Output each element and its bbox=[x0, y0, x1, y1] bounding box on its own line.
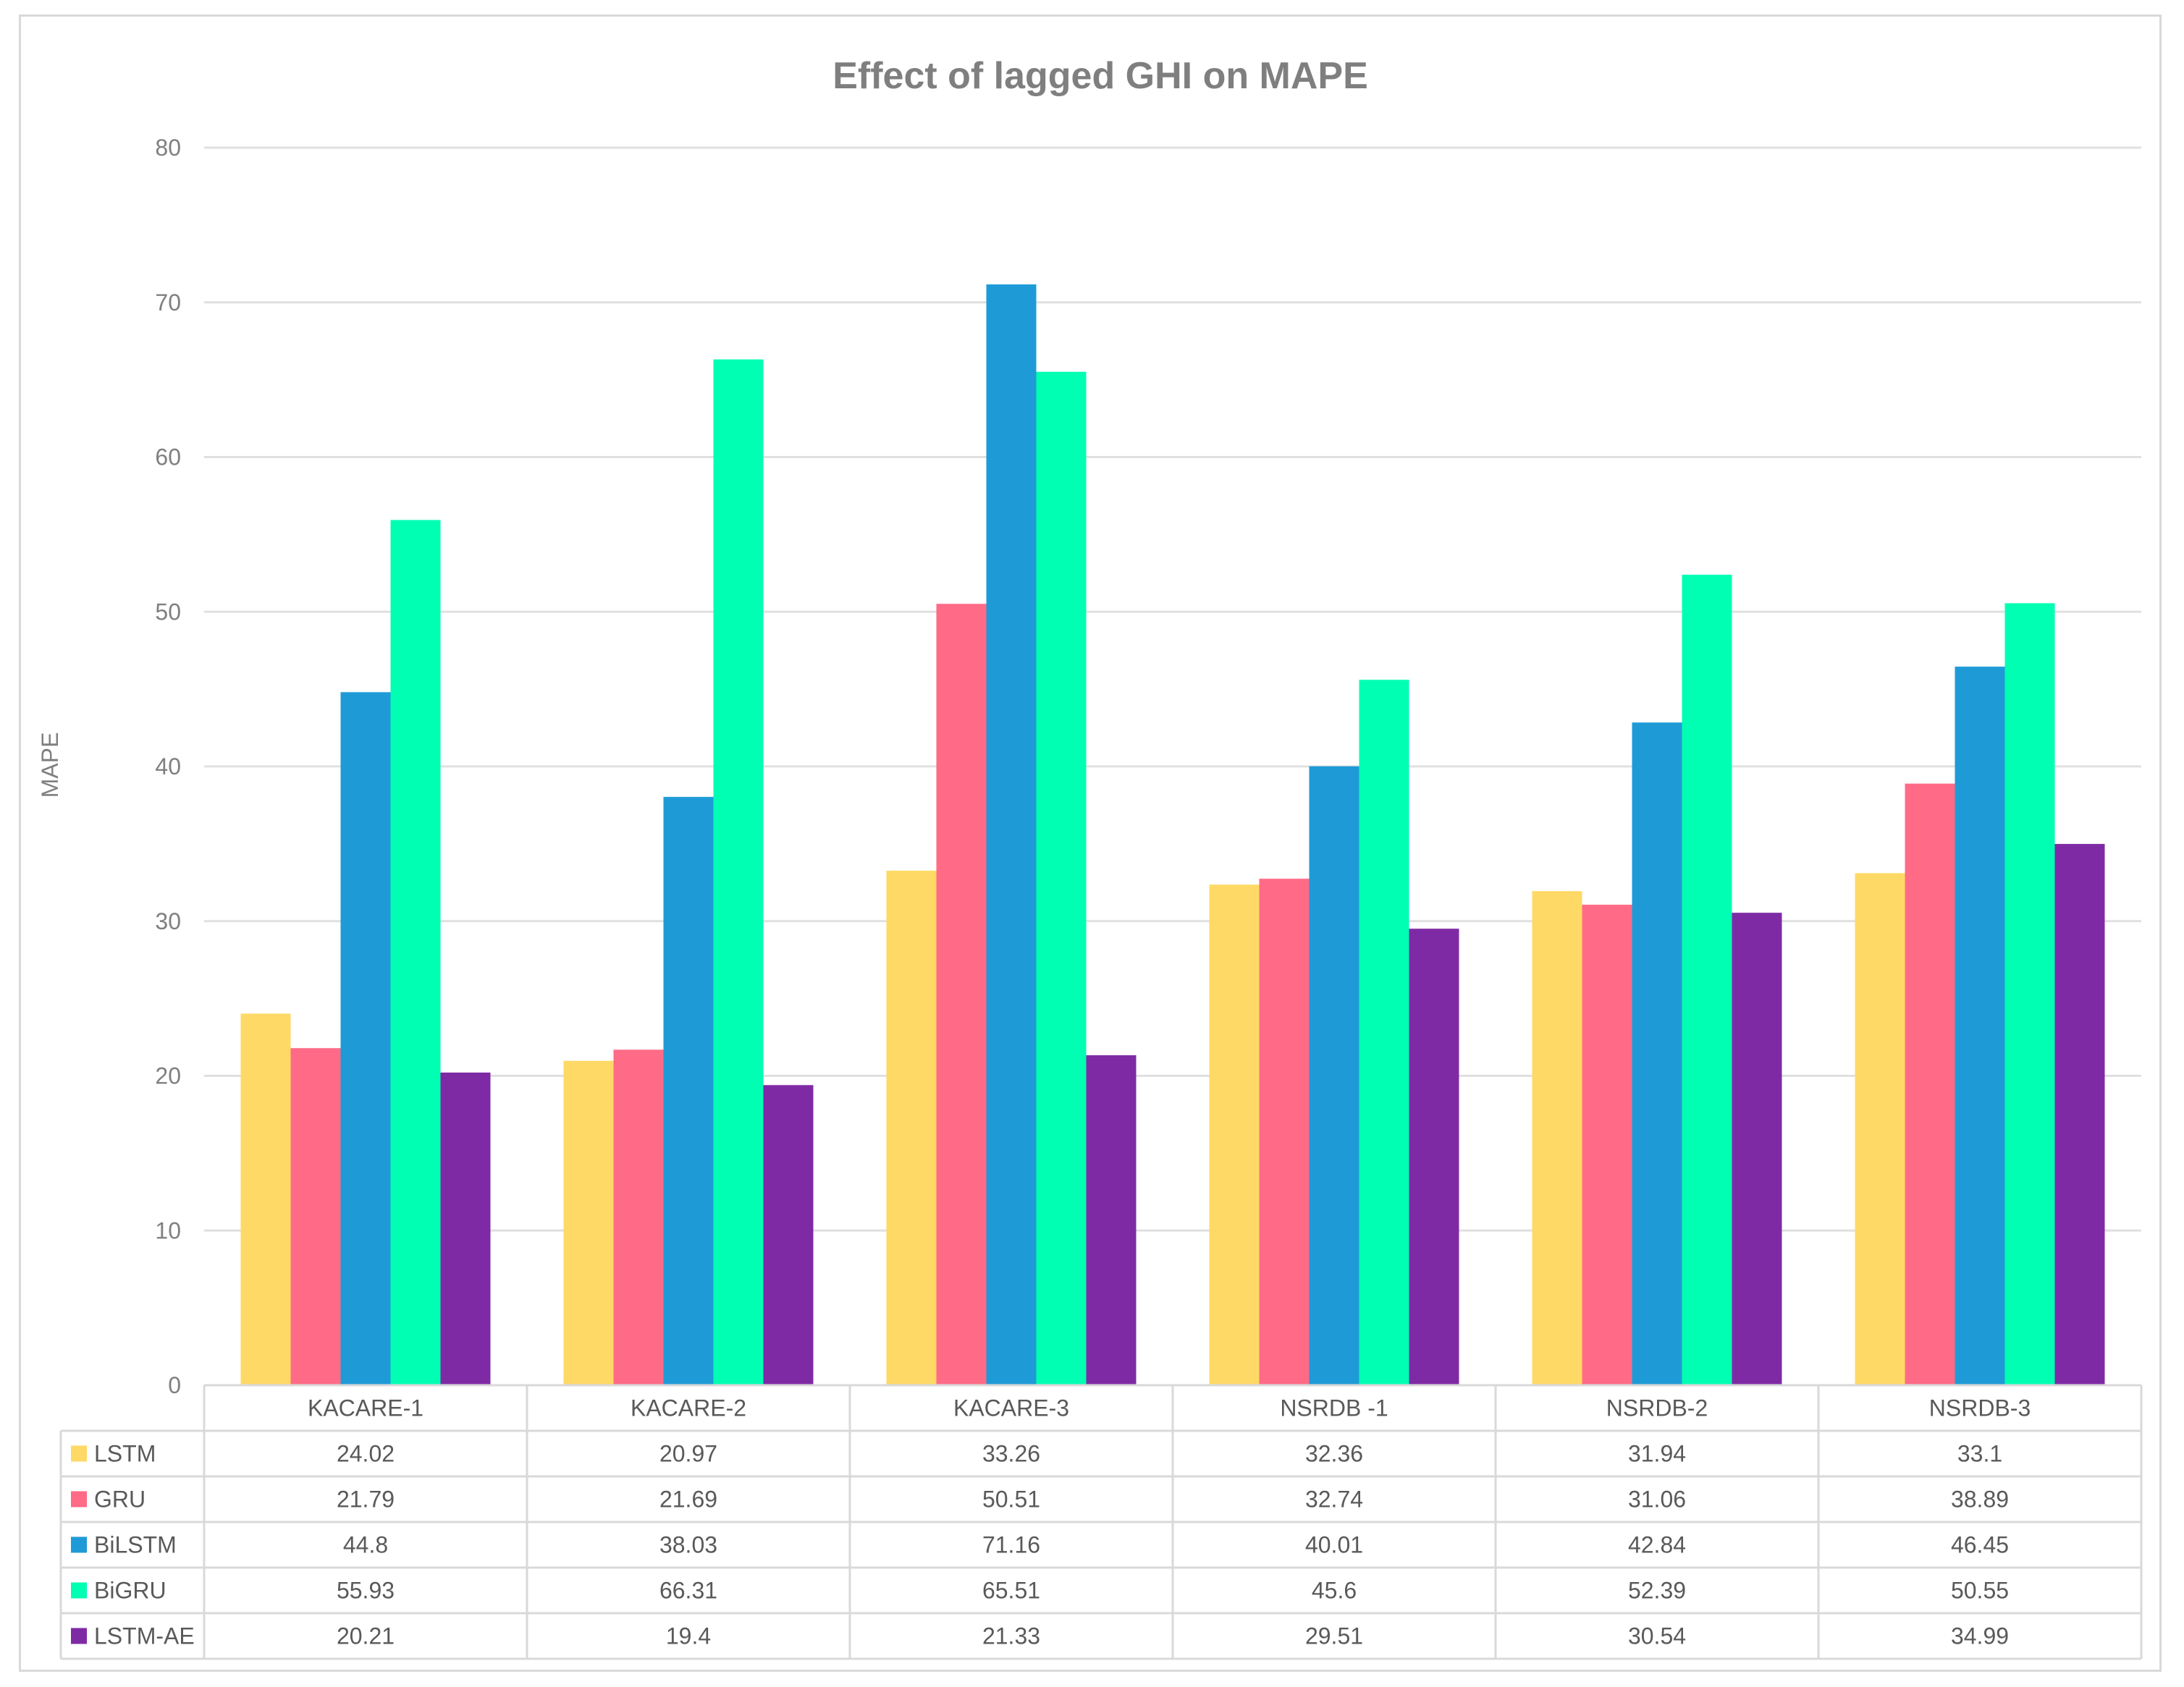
data-label: 24.02 bbox=[337, 1441, 395, 1467]
y-tick-label: 70 bbox=[155, 289, 181, 316]
data-label: 29.51 bbox=[1305, 1623, 1363, 1649]
bar-lstm-ae bbox=[1732, 913, 1782, 1385]
data-label: 33.1 bbox=[1957, 1441, 2002, 1467]
bar-bigru bbox=[713, 359, 764, 1385]
data-label: 44.8 bbox=[343, 1532, 388, 1558]
y-tick-label: 80 bbox=[155, 135, 181, 161]
data-table: KACARE-1 KACARE-2 KACARE-3 NSRDB -1 NSRDB-2 N… bbox=[59, 1384, 2143, 1660]
legend-swatch bbox=[71, 1628, 87, 1644]
bar-bilstm bbox=[1632, 722, 1682, 1385]
data-label: 50.51 bbox=[982, 1487, 1040, 1513]
bar-bilstm bbox=[1955, 667, 2005, 1385]
bar-lstm bbox=[1209, 884, 1260, 1385]
x-tick-label: KACARE-2 bbox=[631, 1395, 746, 1421]
bar-gru bbox=[1905, 783, 1955, 1385]
data-label: 33.26 bbox=[982, 1441, 1040, 1467]
bar-gru bbox=[290, 1048, 341, 1385]
bar-gru bbox=[936, 604, 987, 1385]
data-label: 66.31 bbox=[659, 1578, 717, 1604]
data-label: 19.4 bbox=[666, 1623, 711, 1649]
legend-swatch bbox=[71, 1445, 87, 1462]
bar-lstm bbox=[1532, 891, 1582, 1385]
x-tick-label: KACARE-3 bbox=[953, 1395, 1069, 1421]
bar-lstm-ae bbox=[1086, 1055, 1137, 1385]
data-label: 40.01 bbox=[1305, 1532, 1363, 1558]
bar-bigru bbox=[1359, 680, 1409, 1385]
y-tick-label: 0 bbox=[168, 1372, 181, 1398]
bar-lstm bbox=[886, 871, 937, 1385]
bars bbox=[240, 284, 2105, 1386]
y-axis-ticks: 0 10 20 30 40 50 60 70 80 bbox=[155, 135, 181, 1398]
data-label: 20.21 bbox=[337, 1623, 395, 1649]
bar-bilstm bbox=[986, 284, 1037, 1386]
data-label: 50.55 bbox=[1951, 1578, 2009, 1604]
legend-label: BiGRU bbox=[94, 1578, 166, 1604]
data-label: 31.94 bbox=[1628, 1441, 1686, 1467]
bar-bigru bbox=[1036, 371, 1087, 1385]
bar-bigru bbox=[2004, 603, 2055, 1385]
bar-bigru bbox=[1682, 575, 1732, 1385]
data-label: 71.16 bbox=[982, 1532, 1040, 1558]
data-label: 20.97 bbox=[659, 1441, 717, 1467]
gridlines bbox=[204, 146, 2141, 1232]
bar-lstm bbox=[240, 1013, 291, 1385]
bar-lstm-ae bbox=[440, 1073, 491, 1385]
data-label: 21.69 bbox=[659, 1487, 717, 1513]
data-label: 46.45 bbox=[1951, 1532, 2009, 1558]
bar-gru bbox=[1259, 879, 1310, 1385]
data-label: 42.84 bbox=[1628, 1532, 1686, 1558]
y-tick-label: 20 bbox=[155, 1063, 181, 1089]
x-tick-label: NSRDB-2 bbox=[1606, 1395, 1708, 1421]
data-label: 52.39 bbox=[1628, 1578, 1686, 1604]
data-label: 21.79 bbox=[337, 1487, 395, 1513]
y-tick-label: 60 bbox=[155, 444, 181, 470]
y-tick-label: 30 bbox=[155, 908, 181, 934]
data-label: 38.03 bbox=[659, 1532, 717, 1558]
chart-title: Effect of lagged GHI on MAPE bbox=[832, 55, 1368, 97]
data-label: 65.51 bbox=[982, 1578, 1040, 1604]
legend-label: LSTM-AE bbox=[94, 1623, 195, 1649]
bar-lstm-ae bbox=[1409, 929, 1459, 1385]
legend-swatch bbox=[71, 1582, 87, 1599]
data-label: 55.93 bbox=[337, 1578, 395, 1604]
x-tick-label: NSRDB-3 bbox=[1929, 1395, 2031, 1421]
data-label: 34.99 bbox=[1951, 1623, 2009, 1649]
data-label: 45.6 bbox=[1312, 1578, 1357, 1604]
data-label: 32.74 bbox=[1305, 1487, 1363, 1513]
bar-lstm bbox=[1855, 873, 1905, 1385]
data-label: 30.54 bbox=[1628, 1623, 1686, 1649]
legend-label: GRU bbox=[94, 1487, 146, 1513]
y-tick-label: 10 bbox=[155, 1217, 181, 1243]
legend-swatch bbox=[71, 1536, 87, 1553]
data-label: 31.06 bbox=[1628, 1487, 1686, 1513]
bar-bigru bbox=[390, 520, 441, 1385]
bar-lstm-ae bbox=[763, 1085, 814, 1385]
y-tick-label: 40 bbox=[155, 753, 181, 779]
legend-label: BiLSTM bbox=[94, 1532, 177, 1558]
data-label: 32.36 bbox=[1305, 1441, 1363, 1467]
bar-gru bbox=[1582, 905, 1632, 1385]
bar-bilstm bbox=[1309, 766, 1359, 1385]
legend-swatch bbox=[71, 1491, 87, 1508]
data-label: 38.89 bbox=[1951, 1487, 2009, 1513]
y-axis-label: MAPE bbox=[37, 732, 63, 798]
bar-bilstm bbox=[340, 692, 391, 1385]
x-tick-label: KACARE-1 bbox=[308, 1395, 423, 1421]
bar-lstm-ae bbox=[2054, 844, 2105, 1385]
x-tick-label: NSRDB -1 bbox=[1280, 1395, 1388, 1421]
bar-lstm bbox=[563, 1060, 614, 1385]
data-label: 21.33 bbox=[982, 1623, 1040, 1649]
y-tick-label: 50 bbox=[155, 599, 181, 625]
legend-label: LSTM bbox=[94, 1441, 156, 1467]
bar-gru bbox=[613, 1049, 664, 1385]
bar-bilstm bbox=[663, 797, 714, 1385]
